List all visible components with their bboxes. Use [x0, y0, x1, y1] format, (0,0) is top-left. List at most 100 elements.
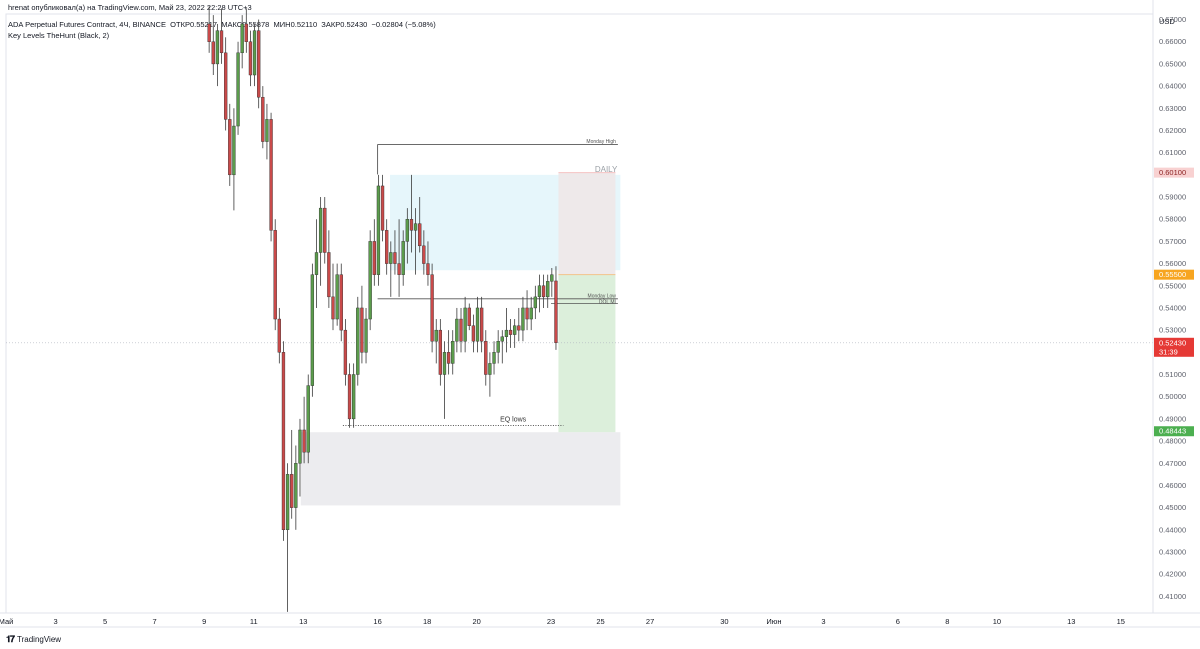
y-tick-label: 0.63000 [1159, 104, 1186, 113]
candle-body-down [426, 263, 430, 275]
symbol-name[interactable]: ADA Perpetual Futures Contract, 4Ч, BINA… [8, 20, 166, 29]
candle-body-up [492, 352, 496, 364]
candles-layer [207, 6, 558, 612]
candle [240, 15, 244, 69]
candle-body-up [550, 274, 554, 282]
candle [504, 307, 509, 353]
low-value: 0.52110 [290, 20, 318, 29]
candle [533, 285, 537, 320]
daily-zone-label: DAILY [595, 165, 618, 174]
y-tick-label: 0.48000 [1159, 437, 1186, 446]
candle-body-up [335, 274, 339, 320]
candle [244, 8, 248, 53]
candle-body-down [422, 245, 426, 264]
x-tick-label: 5 [103, 617, 107, 626]
candle-body-down [261, 96, 265, 142]
candle [327, 230, 331, 308]
candle-body-up [521, 307, 525, 331]
candle [430, 263, 434, 353]
candle-body-down [224, 52, 228, 120]
candle [318, 197, 323, 286]
y-tick-label: 0.54000 [1159, 303, 1186, 312]
y-axis-currency: USD [1159, 17, 1175, 26]
candle-body-down [385, 230, 389, 264]
candle-body-up [298, 429, 302, 464]
candle-body-down [323, 207, 327, 253]
y-tick-label: 0.59000 [1159, 193, 1186, 202]
candle [434, 319, 438, 364]
candle-body-up [252, 30, 257, 76]
candle-body-down [372, 241, 376, 275]
countdown-label: 31:39 [1159, 347, 1178, 356]
tradingview-logo-icon: 𝟏𝟕 [6, 634, 15, 644]
y-tick-label: 0.50000 [1159, 392, 1186, 401]
candle [409, 174, 414, 253]
candle [521, 296, 525, 342]
candle [467, 303, 471, 331]
candle-body-down [302, 429, 306, 453]
candle-body-down [467, 307, 471, 326]
price-tag-label: 0.48443 [1159, 427, 1186, 436]
indicator-line[interactable]: Key Levels TheHunt (Black, 2) [8, 31, 110, 40]
x-tick-label: 7 [153, 617, 157, 626]
candle [413, 208, 418, 275]
tradingview-logo[interactable]: 𝟏𝟕 TradingView [6, 634, 61, 645]
candle [475, 296, 480, 353]
candle [228, 103, 232, 186]
annotations-layer: Monday High Monday Low EQ lows DOL MI [342, 139, 618, 427]
high-label: МАКС [221, 20, 243, 29]
y-tick-label: 0.46000 [1159, 481, 1186, 490]
candle [310, 263, 315, 397]
candle [496, 330, 500, 364]
candle-body-up [475, 307, 480, 342]
y-tick-label: 0.49000 [1159, 414, 1186, 423]
candle-body-up [364, 318, 368, 353]
candle-body-down [228, 119, 232, 176]
candle-body-up [236, 52, 240, 127]
candle [488, 352, 492, 397]
candle [389, 241, 393, 297]
candle [438, 319, 442, 386]
candle-body-down [273, 230, 277, 320]
candle [211, 15, 215, 76]
candle-body-down [257, 30, 261, 98]
candle [224, 37, 228, 131]
y-tick-label: 0.43000 [1159, 547, 1186, 556]
high-value: 0.55878 [242, 20, 270, 29]
candle-body-up [537, 285, 542, 298]
candle [314, 219, 319, 308]
close-value: 0.52430 [340, 20, 368, 29]
candle [451, 330, 455, 375]
x-tick-label: 18 [423, 617, 431, 626]
symbol-info: ADA Perpetual Futures Contract, 4Ч, BINA… [8, 20, 436, 29]
candle-body-down [471, 325, 476, 342]
candle-body-up [413, 223, 418, 231]
candle [252, 23, 257, 87]
candle-body-up [434, 329, 438, 342]
candle-body-down [508, 329, 513, 335]
candle [331, 263, 335, 331]
x-tick-label: 30 [720, 617, 728, 626]
candle [463, 296, 467, 353]
candle [471, 314, 476, 353]
y-tick-label: 0.51000 [1159, 370, 1186, 379]
tradingview-brand: TradingView [17, 635, 62, 644]
candle [446, 330, 451, 375]
candle [537, 274, 542, 313]
y-tick-label: 0.47000 [1159, 459, 1186, 468]
price-tag [1154, 426, 1194, 437]
candle-body-up [401, 241, 405, 275]
candle [397, 219, 401, 297]
candle [500, 330, 504, 364]
candle [248, 30, 253, 87]
candle-body-down [211, 41, 215, 65]
candle [356, 296, 360, 386]
candle [360, 285, 364, 364]
candle-body-down [339, 274, 343, 331]
candle-body-down [409, 219, 414, 231]
candle [277, 307, 281, 364]
candle [298, 418, 302, 497]
x-tick-label: 10 [993, 617, 1001, 626]
candle-body-down [360, 307, 364, 353]
